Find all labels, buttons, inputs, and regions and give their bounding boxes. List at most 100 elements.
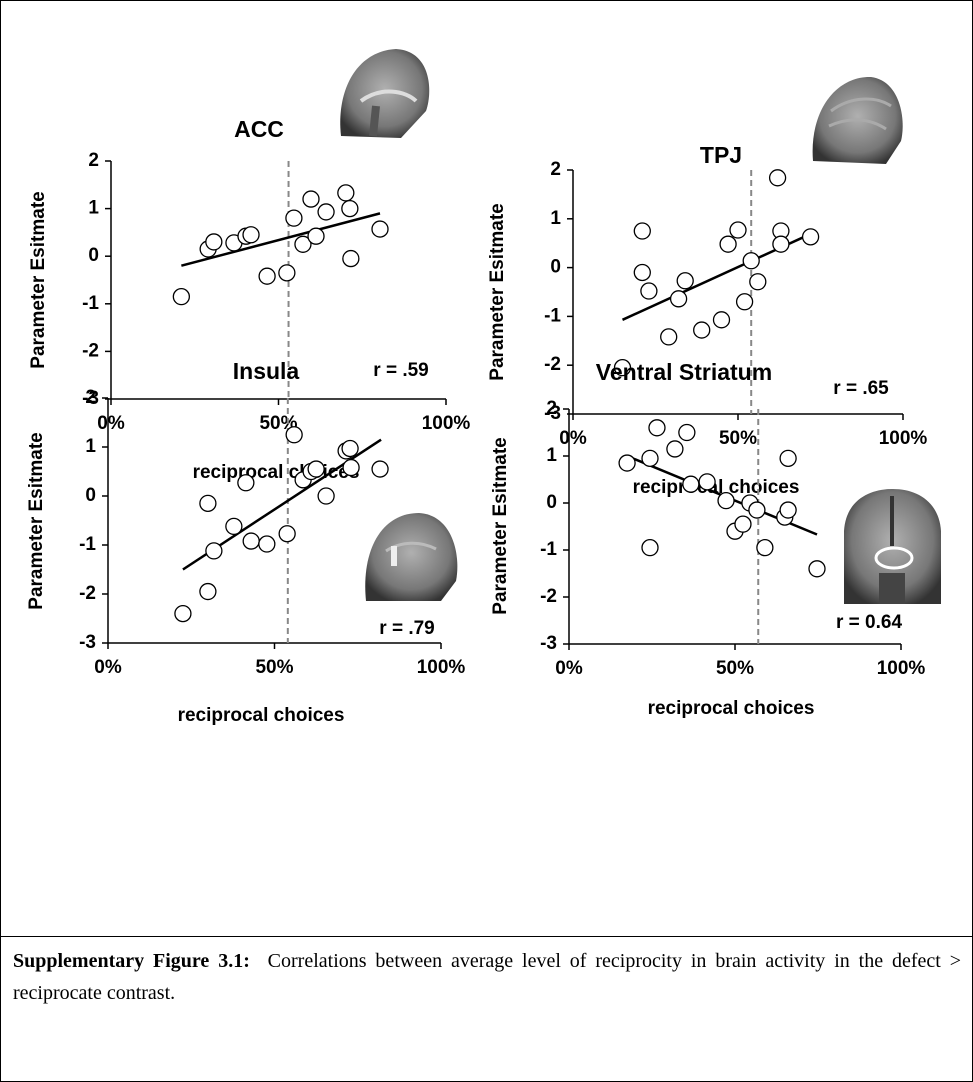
point [318,204,334,220]
separator [1,936,972,937]
point [743,253,759,269]
point [757,540,773,556]
point [737,294,753,310]
point [206,234,222,250]
point [342,201,358,217]
x-tick-label: 50% [255,657,293,678]
point [714,312,730,328]
y-tick-label: 2 [550,159,561,180]
point [694,322,710,338]
chart-title: Ventral Striatum [596,359,772,385]
y-tick-label: 2 [88,150,99,171]
point [226,518,242,534]
x-tick-label: 0% [94,657,122,678]
point [642,450,658,466]
x-axis-label: reciprocal choices [178,705,345,726]
point [342,440,358,456]
point [667,441,683,457]
point [259,268,275,284]
annotation: r = .59 [373,360,428,381]
point [343,460,359,476]
y-tick-label: -1 [540,539,557,560]
point [259,536,275,552]
point [641,283,657,299]
point [372,221,388,237]
point [780,450,796,466]
x-tick-label: 50% [716,658,754,679]
brain-image [813,77,903,164]
point [200,584,216,600]
x-tick-label: 100% [879,428,928,449]
point [308,461,324,477]
brain-image [338,46,433,138]
point [634,264,650,280]
point [803,229,819,245]
y-tick-label: -3 [540,633,557,654]
point [773,236,789,252]
point [243,533,259,549]
y-tick-label: -1 [82,293,99,314]
x-tick-label: 0% [555,658,583,679]
annotation: r = .65 [833,378,889,399]
point [679,425,695,441]
point [720,236,736,252]
y-tick-label: -1 [79,534,96,555]
x-axis-label: reciprocal choices [633,477,800,498]
point [683,476,699,492]
y-tick-label: 1 [550,208,561,229]
x-tick-label: 100% [417,657,466,678]
chart-title: TPJ [700,142,742,168]
annotation: r = .79 [379,618,434,639]
y-tick-label: -3 [79,632,96,653]
y-axis-label: Parameter Esitmate [26,432,47,609]
point [649,420,665,436]
point [318,488,334,504]
x-tick-label: 50% [719,428,757,449]
x-axis-label: reciprocal choices [193,462,360,483]
y-tick-label: 0 [88,245,99,266]
point [735,516,751,532]
y-tick-label: 2 [85,387,96,408]
caption: Supplementary Figure 3.1: Correlations b… [13,945,961,1009]
point [279,526,295,542]
point [718,493,734,509]
y-tick-label: -2 [79,583,96,604]
point [200,495,216,511]
y-tick-label: -2 [540,586,557,607]
charts: ACC reciprocal choices Parameter Esitmate -… [1,1,972,936]
y-axis-label: Parameter Esitmate [487,203,508,380]
point [243,227,259,243]
y-tick-label: 1 [546,445,557,466]
y-axis-label: Parameter Esitmate [490,437,511,614]
x-tick-label: 0% [559,428,587,449]
point [730,222,746,238]
point [780,502,796,518]
chart-title: ACC [234,116,284,142]
point [286,210,302,226]
figure: ACC reciprocal choices Parameter Esitmate -… [0,0,973,1082]
annotation: r = 0.64 [836,612,902,633]
point [671,291,687,307]
point [634,223,650,239]
point [677,273,693,289]
point [338,185,354,201]
y-axis-label: Parameter Esitmate [28,191,49,368]
point [206,543,222,559]
y-tick-label: 2 [546,398,557,419]
point [619,455,635,471]
point [286,427,302,443]
point [749,502,765,518]
point [175,606,191,622]
x-tick-label: 100% [422,413,471,434]
point [308,228,324,244]
brain-image [365,513,457,601]
y-tick-label: 0 [550,257,561,278]
y-tick-label: 0 [546,492,557,513]
point [173,289,189,305]
brain-image [844,489,941,604]
point [343,251,359,267]
point [699,474,715,490]
y-tick-label: 0 [85,485,96,506]
y-tick-label: -1 [544,305,561,326]
point [770,170,786,186]
